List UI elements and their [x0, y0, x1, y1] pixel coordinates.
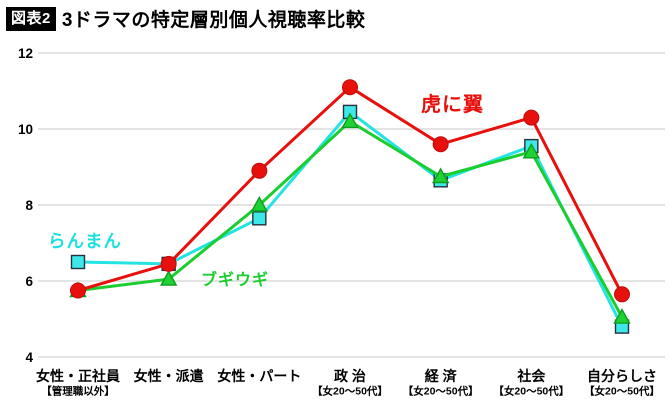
- x-axis-sublabel: 【女20〜50代】: [312, 385, 388, 398]
- series-label-ranman: らんまん: [48, 231, 122, 251]
- data-point-marker-boogie-woogie: [159, 270, 178, 286]
- data-point-marker-tora-ni-tsubasa: [432, 136, 449, 153]
- series-label-boogie-woogie: ブギウギ: [201, 270, 269, 289]
- y-tick-label: 4: [25, 350, 33, 365]
- x-axis-label: 経 済: [425, 368, 458, 384]
- y-tick-label: 6: [25, 274, 33, 289]
- x-axis-label: 女性・派遣: [134, 368, 204, 384]
- data-point-marker-tora-ni-tsubasa: [342, 79, 358, 96]
- x-axis-sublabel: 【管理職以外】: [41, 385, 115, 398]
- x-axis-sublabel: 【女20〜50代】: [493, 385, 569, 398]
- data-point-marker-boogie-woogie: [250, 196, 269, 212]
- x-axis-sublabel: 【女20〜50代】: [403, 385, 479, 398]
- data-point-marker-ranman: [70, 254, 86, 270]
- x-axis-label: 自分らしさ: [587, 368, 657, 384]
- series-line-boogie-woogie: [76, 119, 624, 319]
- x-axis-label: 女性・正社員: [36, 368, 120, 384]
- data-point-marker-boogie-woogie: [431, 167, 450, 184]
- series-line-ranman: [76, 110, 624, 329]
- data-point-marker-boogie-woogie: [522, 142, 541, 159]
- x-axis-label: 女性・パート: [217, 368, 301, 384]
- y-tick-label: 12: [18, 46, 33, 61]
- x-axis-label: 政 治: [334, 368, 366, 384]
- y-tick-label: 8: [25, 198, 33, 213]
- data-point-marker-ranman: [252, 211, 267, 226]
- data-point-marker-tora-ni-tsubasa: [160, 255, 177, 272]
- page-title: 3ドラマの特定層別個人視聴率比較: [61, 10, 366, 31]
- data-point-marker-tora-ni-tsubasa: [251, 162, 268, 179]
- y-tick-label: 10: [18, 122, 33, 137]
- data-point-marker-tora-ni-tsubasa: [614, 286, 630, 303]
- series-label-tora-ni-tsubasa: 虎に翼: [421, 92, 484, 116]
- data-point-marker-tora-ni-tsubasa: [70, 282, 86, 299]
- data-point-marker-boogie-woogie: [613, 308, 631, 324]
- x-axis-label: 社会: [516, 368, 546, 384]
- data-point-marker-tora-ni-tsubasa: [523, 109, 540, 126]
- data-point-marker-boogie-woogie: [341, 112, 359, 129]
- x-axis-sublabel: 【女20〜50代】: [584, 385, 660, 398]
- figure-badge: 図表2: [6, 6, 56, 31]
- figure-header: 図表2 3ドラマの特定層別個人視聴率比較: [6, 5, 365, 32]
